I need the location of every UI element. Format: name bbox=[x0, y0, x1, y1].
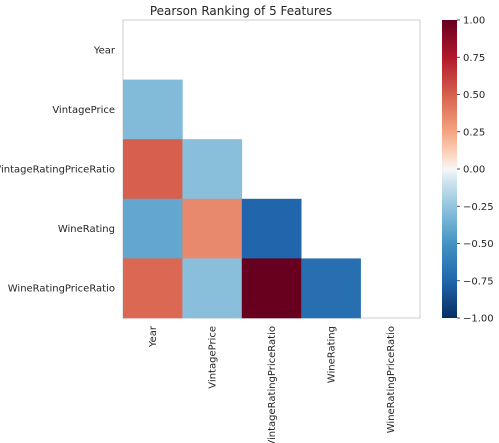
x-tick-label: WineRatingPriceRatio bbox=[386, 326, 397, 433]
heatmap-cell bbox=[241, 258, 302, 319]
colorbar-tick-label: −0.50 bbox=[463, 239, 494, 250]
colorbar-tick-label: −1.00 bbox=[463, 314, 494, 325]
heatmap-cells bbox=[123, 79, 361, 319]
colorbar-tick-labels: 1.00 0.75 0.50 0.25 0.00 −0.25 −0.50 −0.75 −1.00 bbox=[457, 16, 494, 325]
heatmap-cell bbox=[301, 258, 361, 319]
heatmap-cell bbox=[182, 258, 243, 319]
x-tick-label: WineRating bbox=[326, 326, 337, 383]
heatmap-cell bbox=[123, 139, 183, 200]
x-tick-labels: Year VintagePrice VintageRatingPriceRatio W… bbox=[148, 325, 397, 443]
y-tick-label: VintageRatingPriceRatio bbox=[0, 165, 115, 176]
y-tick-labels: Year VintagePrice VintageRatingPriceRatio W… bbox=[0, 45, 116, 294]
colorbar-tick-label: 1.00 bbox=[463, 16, 485, 27]
heatmap-cell bbox=[123, 79, 183, 140]
x-tick-label: VintagePrice bbox=[208, 326, 219, 389]
colorbar bbox=[442, 20, 457, 318]
heatmap-cell bbox=[123, 258, 183, 319]
heatmap-cell bbox=[182, 139, 243, 200]
colorbar-tick-label: 0.50 bbox=[463, 90, 485, 101]
heatmap-cell bbox=[123, 198, 183, 259]
y-tick-label: VintagePrice bbox=[52, 105, 115, 116]
x-tick-label: Year bbox=[148, 325, 159, 348]
colorbar-tick-label: 0.00 bbox=[463, 165, 485, 176]
y-tick-label: WineRatingPriceRatio bbox=[8, 284, 115, 295]
colorbar-tick-label: 0.75 bbox=[463, 53, 485, 64]
chart-title: Pearson Ranking of 5 Features bbox=[150, 4, 332, 18]
colorbar-tick-label: −0.25 bbox=[463, 202, 494, 213]
y-tick-label: Year bbox=[93, 45, 116, 56]
heatmap-cell bbox=[182, 198, 243, 259]
colorbar-tick-label: −0.75 bbox=[463, 276, 494, 287]
y-tick-label: WineRating bbox=[58, 224, 115, 235]
x-tick-label: VintageRatingPriceRatio bbox=[267, 326, 278, 443]
colorbar-tick-label: 0.25 bbox=[463, 127, 485, 138]
heatmap-cell bbox=[241, 198, 302, 259]
